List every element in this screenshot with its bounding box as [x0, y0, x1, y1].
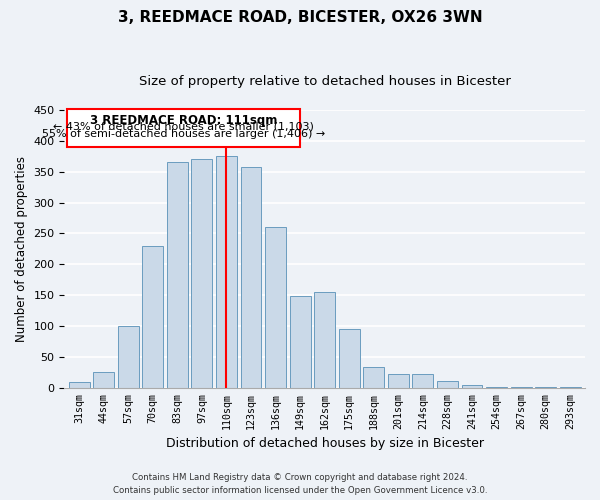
Bar [339, 329, 359, 388]
Bar [142, 246, 163, 388]
Text: ← 43% of detached houses are smaller (1,103): ← 43% of detached houses are smaller (1,… [53, 121, 314, 131]
Bar [486, 386, 507, 388]
Bar [560, 387, 581, 388]
Bar [364, 368, 384, 388]
Bar [461, 386, 482, 388]
Bar [412, 374, 433, 388]
Bar [191, 160, 212, 388]
Bar [437, 381, 458, 388]
Bar [511, 387, 532, 388]
Bar [93, 372, 114, 388]
Text: 55% of semi-detached houses are larger (1,406) →: 55% of semi-detached houses are larger (… [42, 129, 325, 139]
Bar [290, 296, 311, 388]
Bar [69, 382, 89, 388]
Bar [388, 374, 409, 388]
FancyBboxPatch shape [67, 109, 300, 147]
Text: 3, REEDMACE ROAD, BICESTER, OX26 3WN: 3, REEDMACE ROAD, BICESTER, OX26 3WN [118, 10, 482, 25]
Y-axis label: Number of detached properties: Number of detached properties [15, 156, 28, 342]
Bar [216, 156, 237, 388]
X-axis label: Distribution of detached houses by size in Bicester: Distribution of detached houses by size … [166, 437, 484, 450]
Title: Size of property relative to detached houses in Bicester: Size of property relative to detached ho… [139, 75, 511, 88]
Bar [265, 228, 286, 388]
Text: Contains HM Land Registry data © Crown copyright and database right 2024.
Contai: Contains HM Land Registry data © Crown c… [113, 474, 487, 495]
Bar [118, 326, 139, 388]
Bar [241, 167, 262, 388]
Bar [314, 292, 335, 388]
Text: 3 REEDMACE ROAD: 111sqm: 3 REEDMACE ROAD: 111sqm [90, 114, 277, 126]
Bar [535, 387, 556, 388]
Bar [167, 162, 188, 388]
